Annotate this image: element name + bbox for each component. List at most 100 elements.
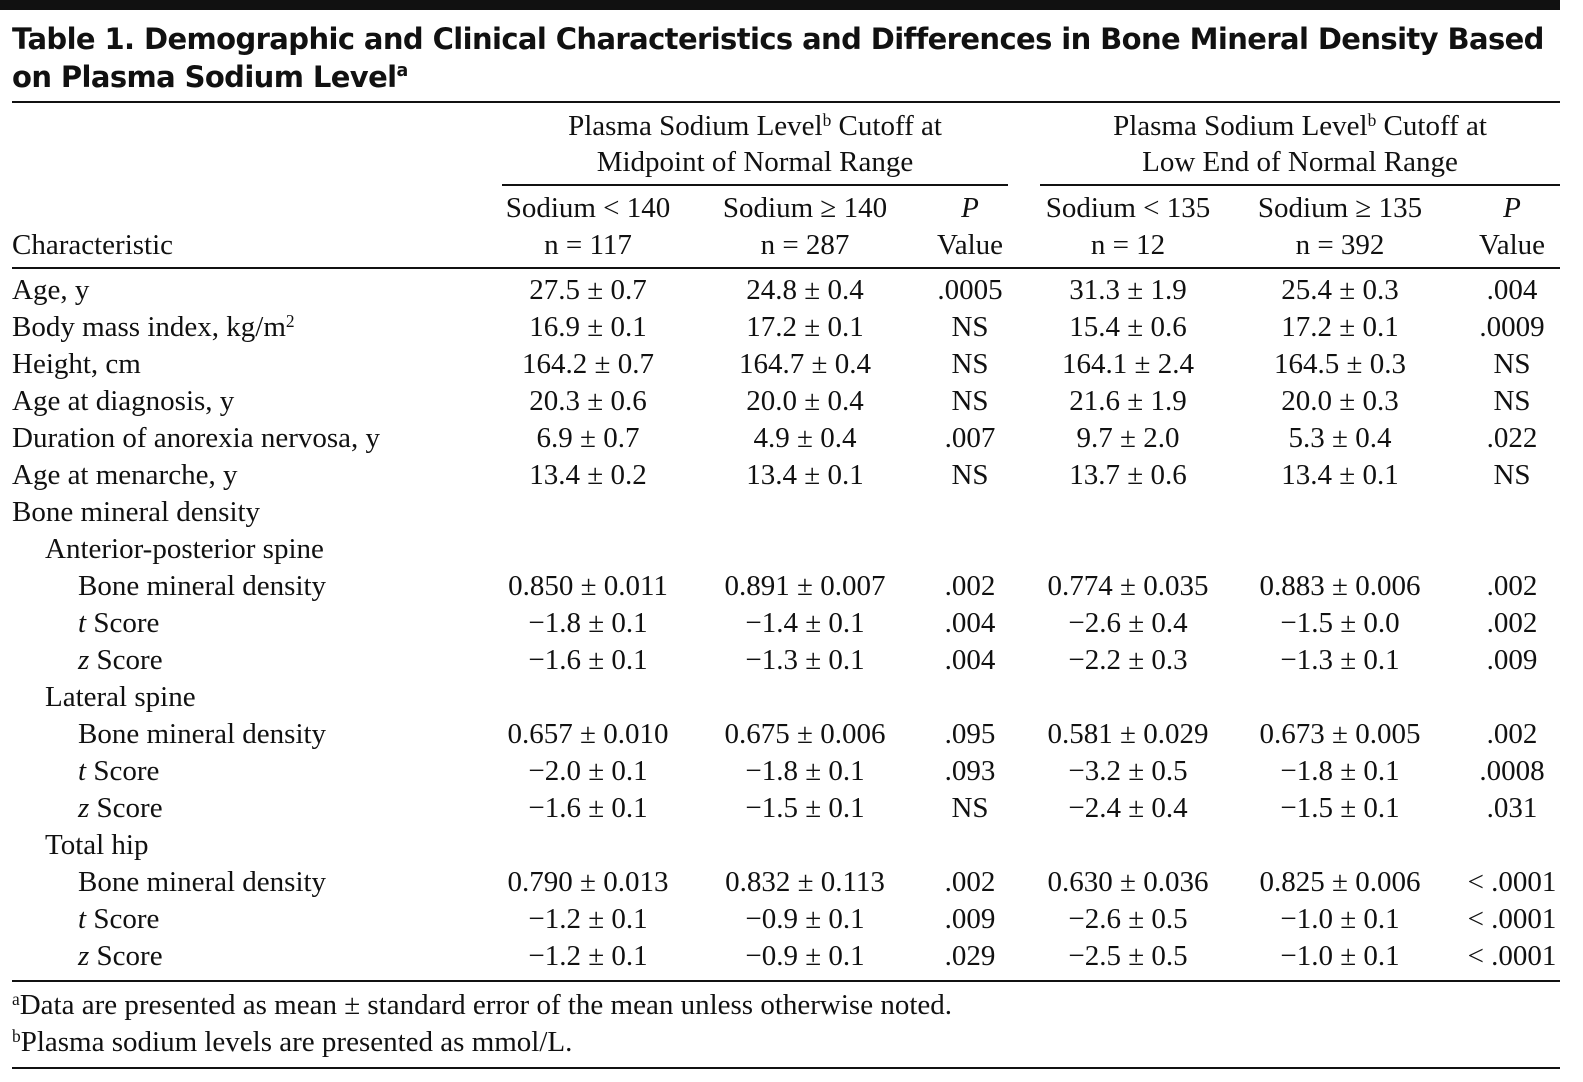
cell: NS	[951, 385, 989, 417]
cell: −1.8 ± 0.1	[1280, 755, 1400, 787]
cell: 0.774 ± 0.035	[1047, 570, 1209, 602]
column-header: Sodium < 135	[1045, 192, 1211, 224]
cell: .004	[944, 607, 996, 639]
label-text: Age at menarche, y	[12, 459, 238, 491]
cell: .007	[944, 422, 996, 454]
column-header: Sodium ≥ 140	[722, 192, 888, 224]
cell: NS	[1493, 348, 1531, 380]
bottom-rule	[12, 1067, 1560, 1069]
cell: 15.4 ± 0.6	[1069, 311, 1187, 343]
cell: 0.675 ± 0.006	[724, 718, 886, 750]
cell: 27.5 ± 0.7	[529, 274, 647, 306]
cell: −2.0 ± 0.1	[528, 755, 648, 787]
label-text: z Score	[78, 644, 163, 676]
cell: −2.4 ± 0.4	[1068, 792, 1188, 824]
column-group-header: Midpoint of Normal Range	[596, 146, 914, 178]
column-group-header: Plasma Sodium Levelb Cutoff at	[1040, 108, 1560, 145]
label-text: Bone mineral density	[78, 866, 327, 898]
label-text: Duration of anorexia nervosa, y	[12, 422, 381, 454]
cell: .093	[944, 755, 996, 787]
cell: 24.8 ± 0.4	[746, 274, 864, 306]
cell: .002	[1486, 570, 1538, 602]
cell: 164.1 ± 2.4	[1062, 348, 1194, 380]
cell: .0008	[1479, 755, 1545, 787]
cell: 164.7 ± 0.4	[739, 348, 871, 380]
cell: 0.825 ± 0.006	[1259, 866, 1421, 898]
title-footnote-mark: a	[396, 61, 409, 81]
cell: −1.6 ± 0.1	[528, 792, 648, 824]
row-label: Duration of anorexia nervosa, y	[12, 420, 380, 457]
cell: 0.673 ± 0.005	[1259, 718, 1421, 750]
cell: −2.5 ± 0.5	[1068, 940, 1188, 972]
cell: −1.5 ± 0.1	[745, 792, 865, 824]
group-label: Plasma Sodium Level	[568, 110, 823, 142]
row-label: Bone mineral density	[78, 568, 326, 605]
cell: 164.2 ± 0.7	[522, 348, 654, 380]
row-label: t Score	[78, 901, 159, 938]
cell: .002	[1486, 718, 1538, 750]
cell: 16.9 ± 0.1	[529, 311, 647, 343]
column-header: Value	[1478, 229, 1546, 261]
cell: .002	[944, 866, 996, 898]
cell: −1.0 ± 0.1	[1280, 940, 1400, 972]
cell: −3.2 ± 0.5	[1068, 755, 1188, 787]
label-text: Bone mineral density	[78, 718, 327, 750]
cell: 25.4 ± 0.3	[1281, 274, 1399, 306]
footnote-mark: b	[1367, 110, 1377, 130]
cell: 13.7 ± 0.6	[1069, 459, 1187, 491]
column-header: Sodium ≥ 135	[1257, 192, 1423, 224]
cell: 164.5 ± 0.3	[1274, 348, 1406, 380]
cell: −2.6 ± 0.4	[1068, 607, 1188, 639]
cell: .002	[944, 570, 996, 602]
column-header: Sodium < 140	[505, 192, 671, 224]
cell: 17.2 ± 0.1	[1281, 311, 1399, 343]
cell: 9.7 ± 2.0	[1076, 422, 1180, 454]
row-label: z Score	[78, 642, 163, 679]
cell: 0.630 ± 0.036	[1047, 866, 1209, 898]
label-text: Height, cm	[12, 348, 141, 380]
rule	[12, 101, 1560, 103]
cell: .004	[944, 644, 996, 676]
cell: 21.6 ± 1.9	[1069, 385, 1187, 417]
row-label: Bone mineral density	[78, 864, 326, 901]
group-label: Plasma Sodium Level	[1113, 110, 1368, 142]
row-label: Bone mineral density	[12, 494, 260, 531]
row-label: Age at menarche, y	[12, 457, 237, 494]
cell: −1.6 ± 0.1	[528, 644, 648, 676]
row-label: Anterior-posterior spine	[45, 531, 324, 568]
cell: 13.4 ± 0.2	[529, 459, 647, 491]
cell: NS	[951, 311, 989, 343]
cell: .029	[944, 940, 996, 972]
column-group-header: Plasma Sodium Levelb Cutoff at	[495, 108, 1015, 145]
label-text: z Score	[78, 792, 163, 824]
cell: −2.2 ± 0.3	[1068, 644, 1188, 676]
cell: 0.581 ± 0.029	[1047, 718, 1209, 750]
row-label: Bone mineral density	[78, 716, 326, 753]
row-label: Height, cm	[12, 346, 141, 383]
cell: −1.3 ± 0.1	[745, 644, 865, 676]
group-label: Cutoff at	[831, 110, 942, 142]
cell: −0.9 ± 0.1	[745, 903, 865, 935]
rule	[12, 267, 1560, 269]
cell: −2.6 ± 0.5	[1068, 903, 1188, 935]
label-text: t Score	[78, 755, 160, 787]
cell: < .0001	[1467, 866, 1557, 898]
footnote-text: Plasma sodium levels are presented as mm…	[20, 1026, 573, 1058]
cell: −1.0 ± 0.1	[1280, 903, 1400, 935]
row-label: Lateral spine	[45, 679, 196, 716]
cell: .095	[944, 718, 996, 750]
column-header: n = 287	[760, 229, 850, 261]
column-header: Value	[936, 229, 1004, 261]
cell: 31.3 ± 1.9	[1069, 274, 1187, 306]
cell: 0.657 ± 0.010	[507, 718, 669, 750]
cell: 0.832 ± 0.113	[725, 866, 885, 898]
cell: −1.8 ± 0.1	[528, 607, 648, 639]
label-text: Total hip	[45, 829, 149, 861]
footnote-mark: a	[12, 989, 20, 1009]
table-title: Table 1. Demographic and Clinical Charac…	[12, 20, 1572, 96]
cell: .009	[1486, 644, 1538, 676]
cell: < .0001	[1467, 940, 1557, 972]
cell: < .0001	[1467, 903, 1557, 935]
cell: 20.3 ± 0.6	[529, 385, 647, 417]
cell: 0.883 ± 0.006	[1259, 570, 1421, 602]
